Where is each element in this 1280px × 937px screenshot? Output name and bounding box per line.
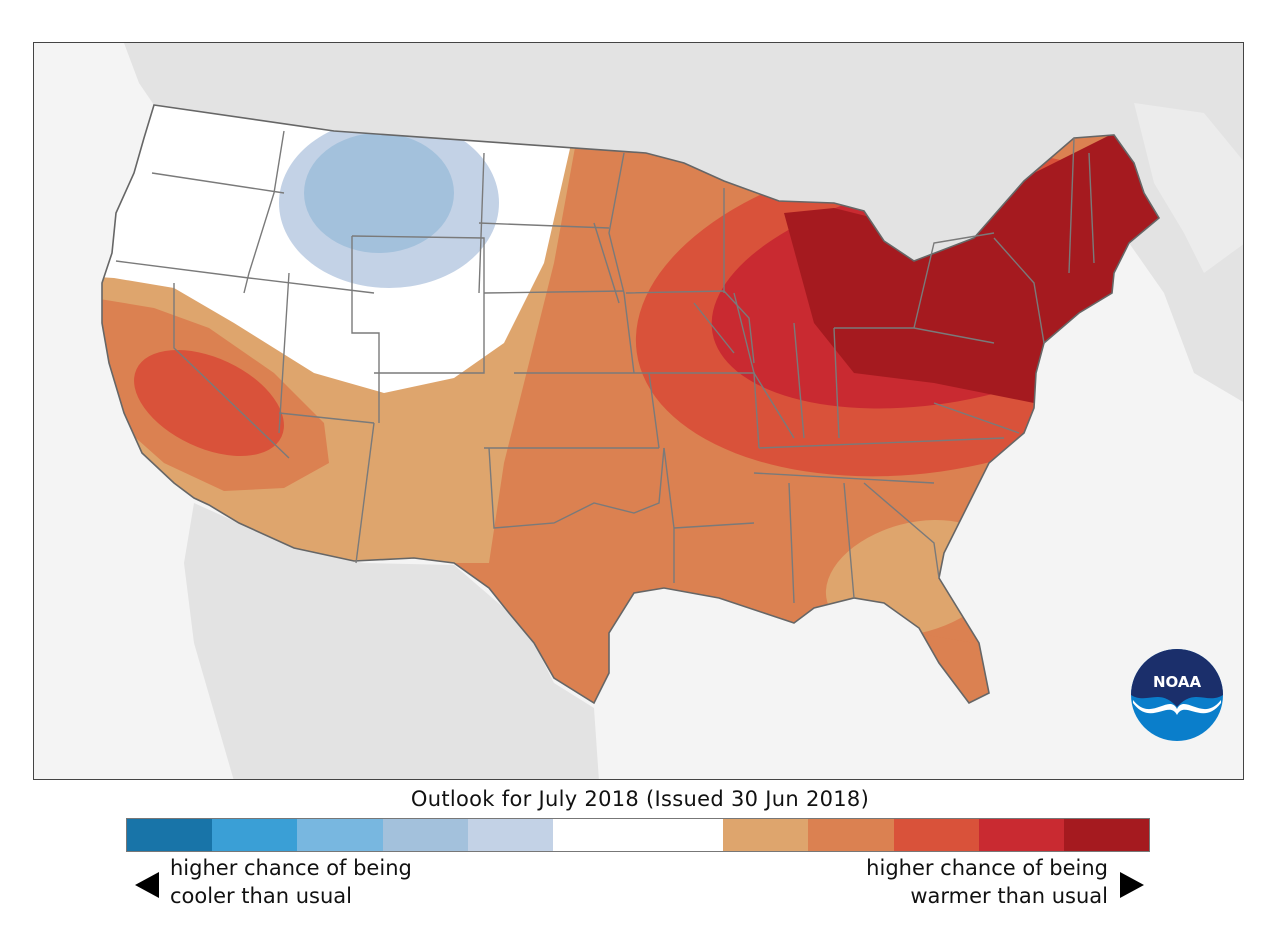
border-co [374, 293, 485, 374]
canada-land [124, 43, 1243, 402]
border-or-ca [115, 260, 250, 279]
border-id-west [243, 130, 285, 294]
noaa-logo-gull [1133, 700, 1221, 715]
border-ut-az [278, 412, 375, 424]
border-ne-states [993, 237, 1045, 344]
legend-swatch-3 [382, 819, 468, 851]
outlook-map: NOAA [34, 43, 1243, 779]
region-florida-likely [914, 633, 994, 703]
border-minor-2 [693, 302, 735, 354]
legend-swatch-2 [297, 819, 383, 851]
border-az-nm [355, 422, 375, 564]
legend-swatch-5 [552, 819, 639, 851]
legend-warmer-line1: higher chance of being [866, 856, 1108, 880]
border-ar-south [673, 522, 755, 529]
legend-swatch-7 [723, 819, 809, 851]
legend-cooler-label: higher chance of being cooler than usual [170, 854, 412, 910]
noaa-logo: NOAA [1131, 649, 1223, 741]
border-nd-sd [478, 222, 610, 229]
border-tx-ok [488, 447, 665, 529]
noaa-logo-sky [1131, 649, 1223, 707]
legend-warmer-line2: warmer than usual [910, 884, 1108, 908]
legend-swatch-4 [467, 819, 553, 851]
legend-swatch-0 [127, 819, 213, 851]
us-outline [101, 104, 1161, 705]
legend-swatch-11 [1063, 819, 1150, 851]
cooler-arrow-icon [135, 872, 159, 898]
legend-swatch-8 [808, 819, 894, 851]
border-tn-south [753, 472, 935, 484]
border-tn-ky [758, 437, 1005, 449]
border-nv-ut-north [248, 277, 375, 294]
noaa-logo-text: NOAA [1153, 673, 1202, 691]
border-me-nh [1088, 152, 1095, 264]
border-in [793, 322, 805, 439]
legend-swatch-9 [893, 819, 979, 851]
border-vt-nh [1068, 137, 1075, 274]
border-wy [351, 235, 485, 293]
legend-cooler-line2: cooler than usual [170, 884, 352, 908]
border-oh [833, 327, 840, 439]
legend-swatch-10 [978, 819, 1064, 851]
map-title: Outlook for July 2018 (Issued 30 Jun 201… [410, 787, 870, 811]
border-va-nc [933, 402, 1020, 434]
map-frame[interactable]: NOAA [33, 42, 1244, 780]
border-il [733, 292, 795, 439]
mexico-land [184, 503, 599, 779]
region-california-high [134, 350, 284, 456]
legend-swatch-1 [212, 819, 298, 851]
border-mn [608, 152, 635, 374]
atlantic-canada-land [1134, 103, 1243, 273]
border-wa-or [151, 172, 285, 194]
border-ny [913, 232, 995, 329]
legend-color-bar [126, 818, 1150, 852]
border-ca-nv [173, 283, 290, 459]
legend-cooler-line1: higher chance of being [170, 856, 412, 880]
border-minor-1 [593, 222, 620, 304]
border-ms-al [788, 482, 795, 604]
region-below-medium [304, 133, 454, 253]
border-ga-sc [863, 482, 940, 579]
legend-warmer-label: higher chance of being warmer than usual [866, 854, 1108, 910]
legend-swatch-6 [638, 819, 724, 851]
border-ut-co [351, 236, 380, 423]
border-al-ga [843, 482, 855, 599]
border-sd-ne [483, 290, 625, 294]
border-nv-ut [278, 272, 290, 434]
warmer-arrow-icon [1120, 872, 1144, 898]
state-borders [101, 104, 1161, 705]
